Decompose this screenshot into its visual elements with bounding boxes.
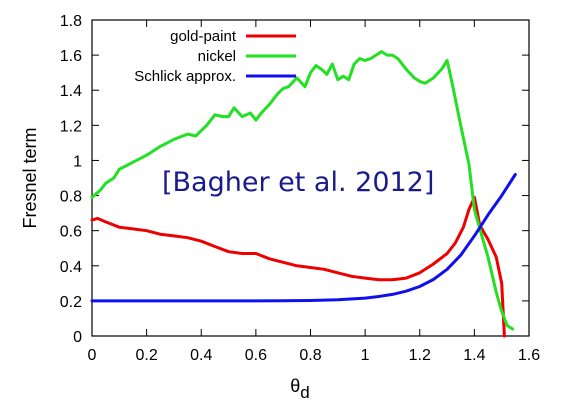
y-tick-label: 0.4	[60, 259, 82, 276]
x-tick-label: 0.4	[190, 347, 212, 364]
x-tick-label: 0.6	[245, 347, 267, 364]
x-axis-label: θd	[290, 376, 309, 402]
x-tick-label: 1	[361, 347, 370, 364]
y-tick-label: 1	[73, 153, 82, 170]
x-tick-label: 0.2	[136, 347, 158, 364]
y-tick-label: 0.6	[60, 224, 82, 241]
y-tick-label: 0.2	[60, 294, 82, 311]
y-axis-label: Fresnel term	[20, 127, 40, 228]
y-tick-label: 1.4	[60, 83, 82, 100]
y-tick-label: 1.2	[60, 118, 82, 135]
series-line-gold-paint	[90, 195, 506, 338]
legend-label-nickel: nickel	[198, 48, 236, 65]
x-axis-label-subscript: d	[300, 383, 309, 402]
legend-label-gold-paint: gold-paint	[170, 28, 237, 45]
y-tick-label: 1.8	[60, 13, 82, 30]
series-line-nickel	[90, 50, 515, 331]
axis-tick-labels: 0 0.2 0.4 0.6 0.8 1 1.2 1.4 1.6 0 0.2 0.4 0.6 0.8 1 1.2…	[60, 13, 540, 364]
citation-annotation: [Bagher et al. 2012]	[162, 167, 434, 198]
x-tick-label: 0	[88, 347, 97, 364]
series-line-schlick-approx	[90, 173, 517, 303]
x-tick-label: 0.8	[299, 347, 321, 364]
legend: gold-paint nickel Schlick approx.	[134, 28, 296, 85]
x-tick-label: 1.6	[518, 347, 540, 364]
x-tick-label: 1.2	[409, 347, 431, 364]
data-series	[90, 50, 517, 338]
x-tick-label: 1.4	[463, 347, 485, 364]
y-tick-label: 0	[73, 329, 82, 346]
x-axis-label-symbol: θ	[290, 376, 300, 396]
y-tick-label: 1.6	[60, 48, 82, 65]
axis-ticks	[91, 19, 530, 337]
legend-label-schlick-approx: Schlick approx.	[134, 68, 236, 85]
y-tick-label: 0.8	[60, 189, 82, 206]
